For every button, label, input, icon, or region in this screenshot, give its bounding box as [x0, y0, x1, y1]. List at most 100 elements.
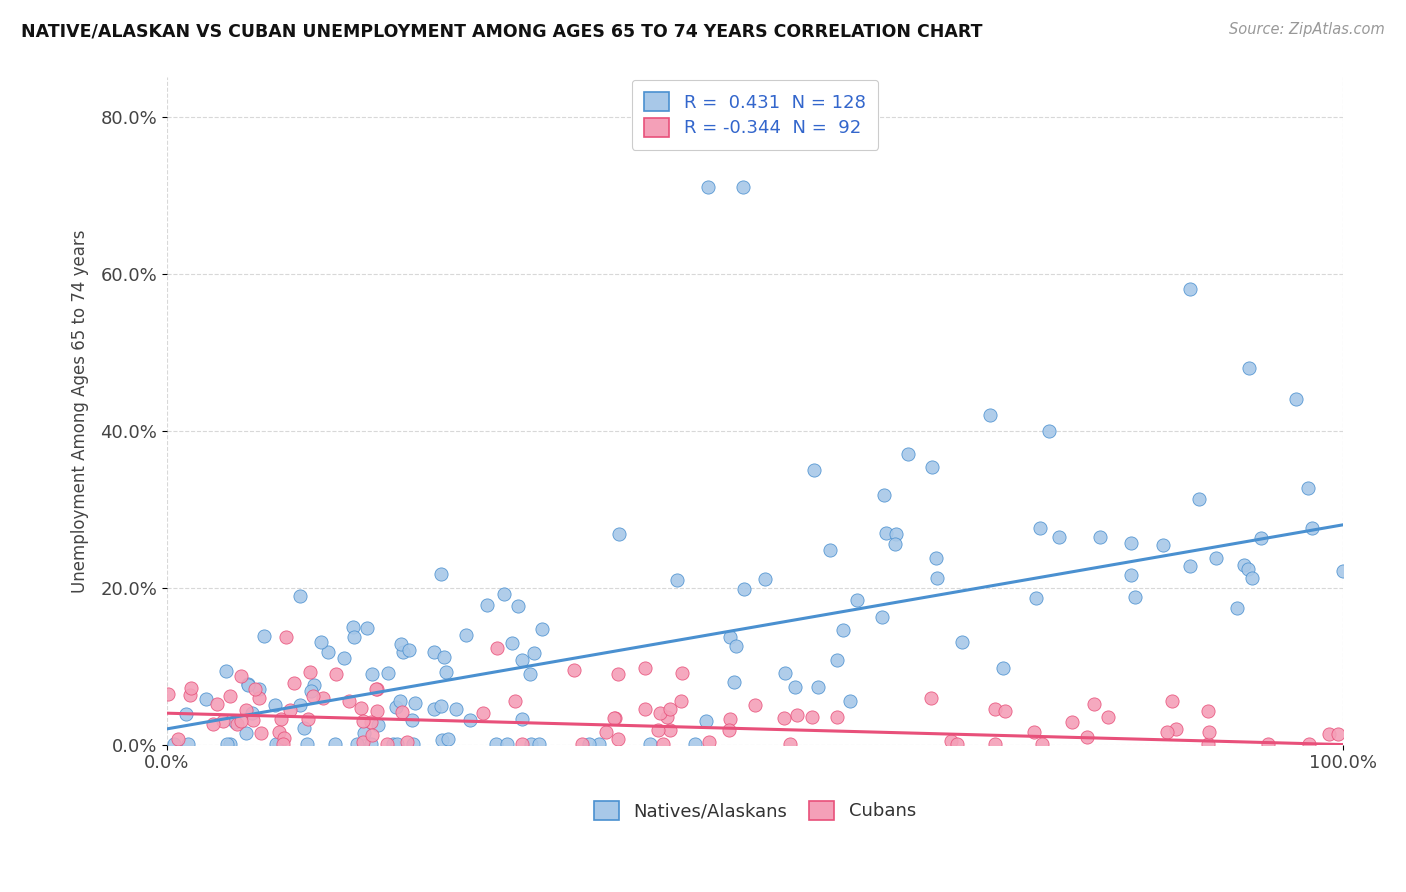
Point	[1317, 726, 1340, 740]
Point	[991, 661, 1014, 675]
Point	[229, 714, 252, 728]
Point	[205, 697, 228, 711]
Point	[360, 715, 382, 730]
Point	[1285, 392, 1308, 407]
Point	[458, 713, 481, 727]
Point	[994, 704, 1017, 718]
Point	[1060, 714, 1083, 729]
Point	[240, 706, 263, 720]
Point	[236, 676, 259, 690]
Point	[423, 645, 446, 659]
Point	[883, 537, 905, 551]
Point	[1250, 531, 1272, 545]
Point	[1241, 571, 1264, 585]
Point	[236, 678, 259, 692]
Point	[385, 737, 408, 751]
Point	[803, 463, 825, 477]
Point	[578, 737, 600, 751]
Point	[1298, 737, 1320, 751]
Point	[634, 702, 657, 716]
Point	[658, 723, 681, 737]
Point	[302, 689, 325, 703]
Point	[718, 630, 741, 644]
Point	[519, 667, 541, 681]
Point	[396, 735, 419, 749]
Point	[352, 714, 374, 728]
Point	[316, 645, 339, 659]
Point	[352, 735, 374, 749]
Point	[360, 737, 382, 751]
Point	[520, 737, 543, 751]
Point	[503, 694, 526, 708]
Point	[430, 732, 453, 747]
Point	[832, 624, 855, 638]
Point	[530, 622, 553, 636]
Point	[786, 708, 808, 723]
Point	[945, 737, 967, 751]
Point	[595, 724, 617, 739]
Point	[733, 582, 755, 596]
Point	[655, 709, 678, 723]
Point	[401, 713, 423, 727]
Point	[1198, 725, 1220, 739]
Point	[1237, 562, 1260, 576]
Point	[510, 712, 533, 726]
Point	[754, 572, 776, 586]
Point	[1178, 558, 1201, 573]
Point	[1331, 564, 1354, 578]
Point	[1029, 521, 1052, 535]
Point	[920, 691, 942, 706]
Point	[648, 706, 671, 720]
Point	[475, 598, 498, 612]
Point	[1257, 737, 1279, 751]
Point	[638, 737, 661, 751]
Point	[1233, 558, 1256, 572]
Point	[356, 621, 378, 635]
Point	[603, 711, 626, 725]
Point	[725, 640, 748, 654]
Point	[1025, 591, 1047, 605]
Point	[267, 737, 290, 751]
Point	[571, 737, 593, 751]
Point	[884, 527, 907, 541]
Point	[718, 712, 741, 726]
Text: Source: ZipAtlas.com: Source: ZipAtlas.com	[1229, 22, 1385, 37]
Point	[247, 682, 270, 697]
Point	[606, 667, 628, 681]
Point	[606, 731, 628, 746]
Point	[302, 677, 325, 691]
Point	[177, 737, 200, 751]
Point	[235, 726, 257, 740]
Point	[309, 634, 332, 648]
Point	[219, 689, 242, 703]
Point	[388, 694, 411, 708]
Point	[271, 737, 294, 751]
Point	[423, 702, 446, 716]
Point	[634, 660, 657, 674]
Point	[312, 691, 335, 706]
Point	[1301, 521, 1323, 535]
Point	[195, 692, 218, 706]
Point	[332, 651, 354, 665]
Point	[288, 698, 311, 712]
Point	[983, 737, 1005, 751]
Point	[294, 721, 316, 735]
Point	[671, 666, 693, 681]
Point	[231, 669, 253, 683]
Point	[266, 737, 288, 751]
Point	[180, 681, 202, 695]
Point	[242, 713, 264, 727]
Point	[773, 665, 796, 680]
Point	[364, 681, 387, 696]
Point	[215, 664, 238, 678]
Point	[1296, 481, 1319, 495]
Point	[506, 599, 529, 614]
Point	[846, 593, 869, 607]
Point	[924, 551, 946, 566]
Point	[897, 447, 920, 461]
Point	[343, 630, 366, 644]
Point	[274, 630, 297, 644]
Point	[375, 737, 398, 751]
Point	[1121, 535, 1143, 549]
Point	[683, 737, 706, 751]
